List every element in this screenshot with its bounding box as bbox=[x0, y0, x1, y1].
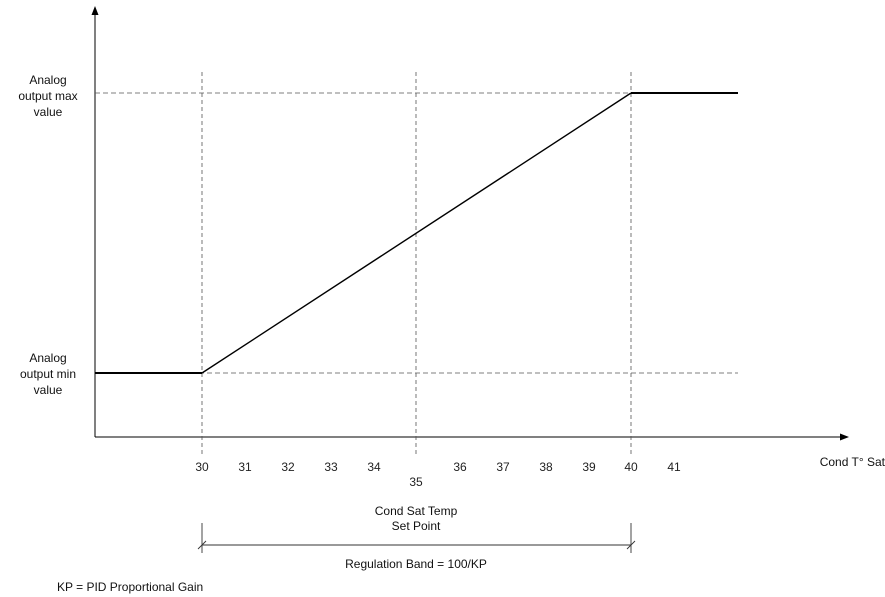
x-axis-label: Cond T° Sat bbox=[820, 455, 885, 469]
setpoint-label-line-2: Set Point bbox=[392, 519, 441, 533]
tick-40: 40 bbox=[624, 460, 638, 474]
tick-34: 34 bbox=[367, 460, 381, 474]
max-label-line-3: value bbox=[34, 105, 63, 119]
min-label-line-3: value bbox=[34, 383, 63, 397]
output-ramp bbox=[201, 92, 632, 374]
tick-36: 36 bbox=[453, 460, 467, 474]
max-label-line-2: output max bbox=[18, 89, 77, 103]
setpoint-label-line-1: Cond Sat Temp bbox=[375, 504, 458, 518]
x-axis-arrow bbox=[840, 433, 849, 441]
tick-39: 39 bbox=[582, 460, 596, 474]
tick-33: 33 bbox=[324, 460, 338, 474]
tick-41: 41 bbox=[667, 460, 681, 474]
min-label-line-2: output min bbox=[20, 367, 76, 381]
tick-38: 38 bbox=[539, 460, 553, 474]
tick-30: 30 bbox=[195, 460, 209, 474]
tick-32: 32 bbox=[281, 460, 295, 474]
max-label-line-1: Analog bbox=[29, 73, 66, 87]
regulation-band-bracket bbox=[197, 523, 636, 553]
tick-31: 31 bbox=[238, 460, 252, 474]
tick-37: 37 bbox=[496, 460, 510, 474]
y-axis-arrow bbox=[91, 6, 99, 15]
tick-35: 35 bbox=[409, 475, 423, 489]
min-label-line-1: Analog bbox=[29, 351, 66, 365]
regulation-band-label: Regulation Band = 100/KP bbox=[345, 557, 487, 571]
footnote: KP = PID Proportional Gain bbox=[57, 580, 203, 594]
